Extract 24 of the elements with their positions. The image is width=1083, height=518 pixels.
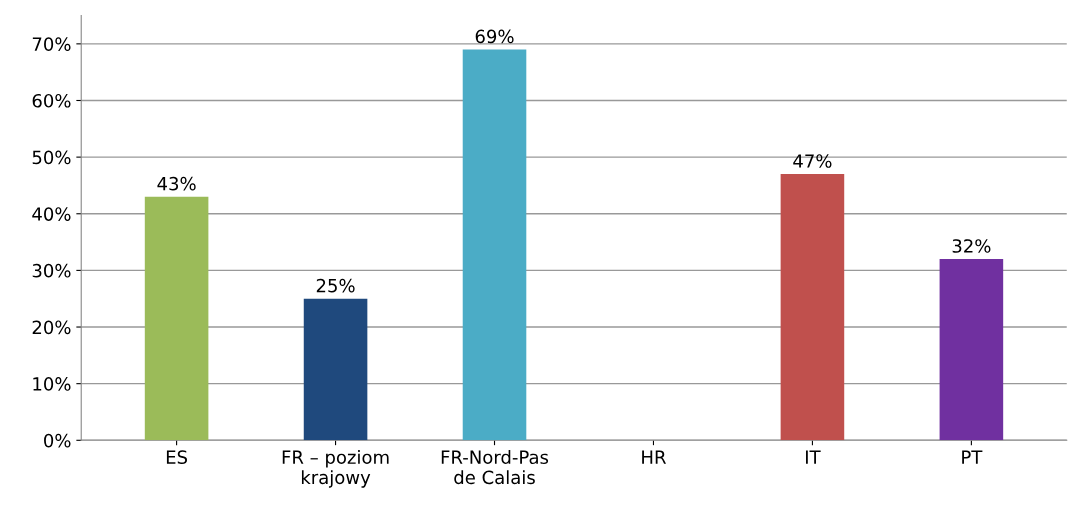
- x-tick-label: IT: [806, 450, 821, 464]
- x-tick-label: HR: [642, 450, 667, 464]
- y-tick-label: 10%: [33, 377, 71, 391]
- bar: [462, 49, 527, 441]
- data-label: 43%: [157, 176, 196, 191]
- bar: [939, 259, 1004, 441]
- y-tick-label: 0%: [44, 433, 71, 448]
- y-tick-label: 70%: [32, 37, 71, 51]
- x-tick-label: ES: [166, 450, 188, 464]
- bar: [303, 298, 368, 441]
- bar: [780, 174, 845, 441]
- y-tick-label: 60%: [32, 93, 71, 108]
- bar: [144, 196, 209, 441]
- data-label: 32%: [952, 239, 991, 253]
- x-tick-label: PT: [962, 450, 983, 464]
- x-tick-label: FR-Nord-Pas de Calais: [441, 450, 549, 485]
- data-label: 47%: [793, 154, 832, 168]
- data-label: 69%: [475, 29, 514, 44]
- data-label: 25%: [316, 278, 355, 293]
- y-tick-label: 50%: [32, 150, 71, 165]
- y-tick-label: 30%: [32, 263, 71, 278]
- y-tick-label: 20%: [32, 320, 71, 335]
- y-tick-label: 40%: [32, 207, 71, 221]
- x-tick-label: FR – poziom krajowy: [282, 450, 389, 488]
